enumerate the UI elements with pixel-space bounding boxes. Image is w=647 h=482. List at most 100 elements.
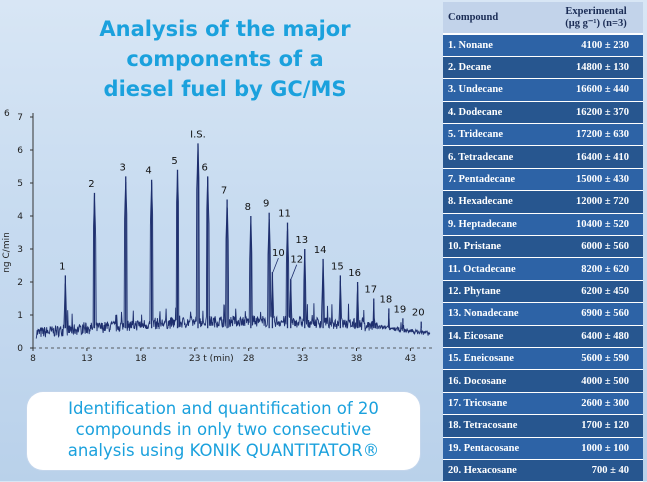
compound-name-cell: 10. Pristane	[443, 235, 550, 259]
experimental-value-cell: 700 ± 40	[549, 459, 643, 482]
y-tick-label: 1	[17, 311, 23, 321]
summary-caption: Identification and quantification of 20 …	[27, 392, 420, 470]
x-tick-label: 33	[297, 354, 308, 364]
y-tick-label: 5	[17, 179, 23, 189]
table-row: 7. Pentadecane 15000 ± 430	[443, 168, 643, 192]
table-row: 20. Hexacosane 700 ± 40	[443, 459, 643, 482]
table-row: 14. Eicosane 6400 ± 480	[443, 325, 643, 348]
x-tick-label: 18	[135, 354, 147, 364]
results-table-panel: Compound Experimental (μg g⁻¹) (n=3) 1. …	[443, 2, 643, 482]
experimental-value-cell: 8200 ± 620	[549, 257, 643, 281]
peak-label: 18	[379, 294, 392, 305]
peak-leader-line	[290, 264, 298, 279]
compound-name-cell: 13. Nonadecane	[443, 302, 550, 326]
experimental-value-cell: 17200 ± 630	[549, 123, 643, 147]
table-row: 2. Decane 14800 ± 130	[443, 56, 643, 80]
experimental-value-cell: 2600 ± 300	[549, 392, 643, 416]
compound-name-cell: 19. Pentacosane	[443, 437, 550, 460]
peak-label: 10	[272, 248, 285, 259]
experimental-column-header: Experimental (μg g⁻¹) (n=3)	[549, 2, 643, 35]
compound-name-cell: 20. Hexacosane	[443, 459, 550, 482]
table-row: 13. Nonadecane 6900 ± 560	[443, 302, 643, 326]
compound-name-cell: 14. Eicosane	[443, 325, 550, 348]
x-tick-label: 13	[81, 354, 92, 364]
table-row: 16. Docosane 4000 ± 500	[443, 369, 643, 393]
table-row: 18. Tetracosane 1700 ± 120	[443, 414, 643, 438]
table-row: 17. Tricosane 2600 ± 300	[443, 392, 643, 416]
compound-name-cell: 8. Hexadecane	[443, 190, 550, 214]
x-tick-label: 38	[351, 354, 363, 364]
peak-label: 1	[59, 261, 65, 272]
y-tick-label: 6	[17, 146, 23, 156]
y-axis-label: ng C/min	[2, 232, 12, 273]
table-row: 6. Tetradecane 16400 ± 410	[443, 145, 643, 169]
experimental-value-cell: 16600 ± 440	[549, 78, 643, 102]
table-row: 1. Nonane 4100 ± 230	[443, 34, 643, 57]
table-row: 9. Heptadecane 10400 ± 520	[443, 213, 643, 237]
experimental-value-cell: 16400 ± 410	[549, 145, 643, 169]
table-header-row: Compound Experimental (μg g⁻¹) (n=3)	[443, 2, 643, 35]
experimental-value-cell: 15000 ± 430	[549, 168, 643, 192]
compound-name-cell: 7. Pentadecane	[443, 168, 550, 192]
experimental-value-cell: 1000 ± 100	[549, 437, 643, 460]
compound-name-cell: 3. Undecane	[443, 78, 550, 102]
table-row: 12. Phytane 6200 ± 450	[443, 280, 643, 304]
peak-label: 14	[314, 245, 327, 256]
compound-name-cell: 9. Heptadecane	[443, 213, 550, 237]
experimental-value-cell: 5600 ± 590	[549, 347, 643, 371]
x-tick-label: 23	[189, 354, 200, 364]
peak-label: 20	[412, 308, 425, 319]
y-tick-label: 3	[17, 245, 23, 255]
peak-label: 7	[221, 186, 227, 197]
peak-label: I.S.	[190, 129, 206, 140]
compound-name-cell: 4. Dodecane	[443, 101, 550, 125]
experimental-value-cell: 12000 ± 720	[549, 190, 643, 214]
peak-label: 2	[88, 179, 94, 190]
peak-label: 4	[145, 166, 151, 177]
chromatogram-trace	[35, 145, 431, 339]
experimental-value-cell: 6200 ± 450	[549, 280, 643, 304]
table-row: 10. Pristane 6000 ± 560	[443, 235, 643, 259]
results-table: Compound Experimental (μg g⁻¹) (n=3) 1. …	[443, 2, 643, 482]
table-row: 5. Tridecane 17200 ± 630	[443, 123, 643, 147]
experimental-value-cell: 4100 ± 230	[549, 34, 643, 57]
experimental-value-cell: 14800 ± 130	[549, 56, 643, 80]
peak-label: 17	[364, 285, 377, 296]
chart-title: Analysis of the major components of a di…	[99, 17, 351, 101]
experimental-value-cell: 1700 ± 120	[549, 414, 643, 438]
compound-name-cell: 11. Octadecane	[443, 257, 550, 281]
compound-name-cell: 15. Eneicosane	[443, 347, 550, 371]
compound-name-cell: 16. Docosane	[443, 369, 550, 393]
peak-label: 3	[120, 162, 126, 173]
x-tick-label: 28	[243, 354, 255, 364]
chromatogram-trace-group	[35, 143, 431, 339]
y-tick-label: 2	[17, 278, 23, 288]
table-row: 11. Octadecane 8200 ± 620	[443, 257, 643, 281]
table-row: 3. Undecane 16600 ± 440	[443, 78, 643, 102]
peak-label: 5	[171, 156, 177, 167]
peak-label: 6	[202, 162, 208, 173]
peak-label: 11	[278, 209, 291, 220]
experimental-value-cell: 4000 ± 500	[549, 369, 643, 393]
y-top-label: 6	[4, 109, 10, 119]
compound-name-cell: 17. Tricosane	[443, 392, 550, 416]
table-row: 4. Dodecane 16200 ± 370	[443, 101, 643, 125]
peak-label: 9	[263, 199, 269, 210]
experimental-value-cell: 10400 ± 520	[549, 213, 643, 237]
table-row: 19. Pentacosane 1000 ± 100	[443, 437, 643, 460]
table-row: 15. Eneicosane 5600 ± 590	[443, 347, 643, 371]
compound-name-cell: 1. Nonane	[443, 34, 550, 57]
compound-name-cell: 18. Tetracosane	[443, 414, 550, 438]
x-tick-label: 43	[405, 354, 416, 364]
experimental-value-cell: 6900 ± 560	[549, 302, 643, 326]
peak-label: 12	[290, 255, 303, 266]
peak-label: 13	[295, 235, 308, 246]
peak-leader-line	[272, 257, 279, 273]
compound-name-cell: 5. Tridecane	[443, 123, 550, 147]
x-axis-label: t (min)	[203, 354, 233, 364]
compound-name-cell: 12. Phytane	[443, 280, 550, 304]
compound-name-cell: 6. Tetradecane	[443, 145, 550, 169]
